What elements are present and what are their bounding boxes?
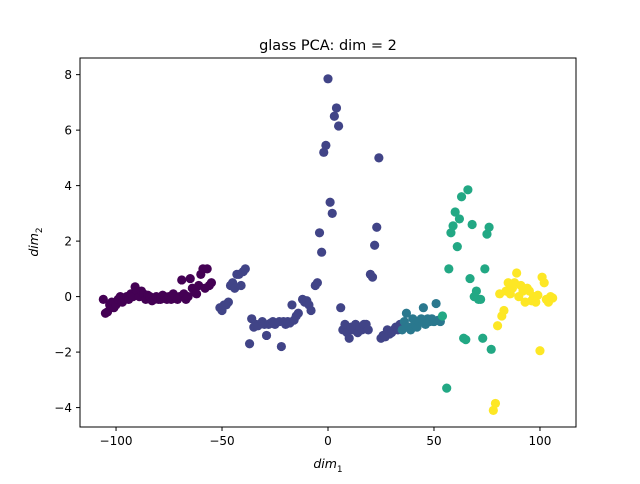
data-point (334, 121, 344, 131)
data-point (478, 333, 488, 343)
data-point (306, 305, 316, 316)
data-point (314, 228, 325, 238)
data-point (202, 264, 212, 274)
data-point (312, 278, 322, 288)
data-point (344, 333, 354, 343)
data-point (437, 311, 448, 321)
data-point (461, 335, 471, 345)
x-tick-label: −50 (209, 434, 234, 448)
data-point (206, 278, 217, 288)
x-tick-label: 100 (529, 434, 552, 448)
data-point (236, 280, 246, 291)
y-tick-label: 0 (64, 290, 72, 304)
y-tick-label: −4 (54, 401, 72, 415)
data-point (321, 140, 331, 150)
data-point (452, 242, 462, 252)
data-point (446, 228, 456, 238)
data-point (323, 74, 333, 84)
x-tick-label: −100 (100, 434, 133, 448)
data-point (191, 289, 202, 299)
y-tick-label: 4 (64, 179, 72, 193)
data-point (370, 240, 380, 250)
data-point (363, 325, 373, 335)
data-point (223, 297, 233, 307)
data-point (431, 298, 441, 309)
data-point (98, 294, 108, 304)
data-point (372, 222, 382, 232)
data-point (442, 383, 452, 393)
data-point (401, 308, 412, 318)
data-point (261, 330, 272, 341)
data-point (535, 346, 545, 356)
data-point (448, 221, 458, 231)
data-point (336, 303, 346, 313)
data-point (454, 214, 465, 224)
data-point (319, 147, 329, 157)
data-point (512, 268, 522, 278)
x-tick-label: 50 (426, 434, 441, 448)
y-tick-label: 6 (64, 124, 72, 138)
data-point (367, 272, 378, 282)
data-point (476, 294, 486, 304)
data-point (456, 192, 467, 202)
data-point (548, 293, 558, 303)
data-point (185, 273, 195, 284)
data-point (287, 300, 297, 310)
data-point (317, 247, 327, 257)
y-axis-label: dim2 (26, 227, 45, 256)
y-tick-label: −2 (54, 346, 72, 360)
y-tick-label: 2 (64, 235, 72, 249)
chart-title: glass PCA: dim = 2 (259, 38, 397, 54)
y-axis: −4 −2 0 2 4 6 8 (54, 68, 80, 415)
data-point (486, 344, 496, 354)
data-point (531, 297, 541, 307)
data-point (467, 219, 477, 230)
data-point (450, 207, 460, 217)
x-axis-label: dim1 (313, 456, 342, 475)
data-point (327, 208, 337, 218)
data-point (374, 153, 384, 163)
data-point (331, 103, 342, 113)
data-point (240, 264, 250, 274)
data-point (465, 273, 475, 284)
data-point (539, 278, 549, 288)
data-point (488, 405, 498, 415)
y-tick-label: 8 (64, 68, 72, 82)
data-point (480, 264, 490, 274)
data-point (325, 197, 335, 207)
data-point (482, 229, 492, 239)
data-point (490, 398, 501, 409)
data-point (463, 185, 473, 195)
data-point (533, 290, 543, 300)
data-point (329, 111, 339, 121)
data-point (183, 292, 193, 302)
data-point (418, 303, 428, 313)
data-point (484, 222, 494, 232)
x-tick-label: 0 (324, 434, 332, 448)
data-point (276, 341, 286, 352)
data-point (293, 308, 303, 318)
data-point (177, 275, 187, 285)
data-point (244, 339, 255, 349)
x-axis: −100 −50 0 50 100 (100, 427, 552, 448)
data-point (499, 305, 509, 316)
data-point (444, 264, 454, 274)
data-point (471, 286, 481, 296)
scatter-points (98, 74, 558, 415)
data-point (492, 321, 503, 331)
